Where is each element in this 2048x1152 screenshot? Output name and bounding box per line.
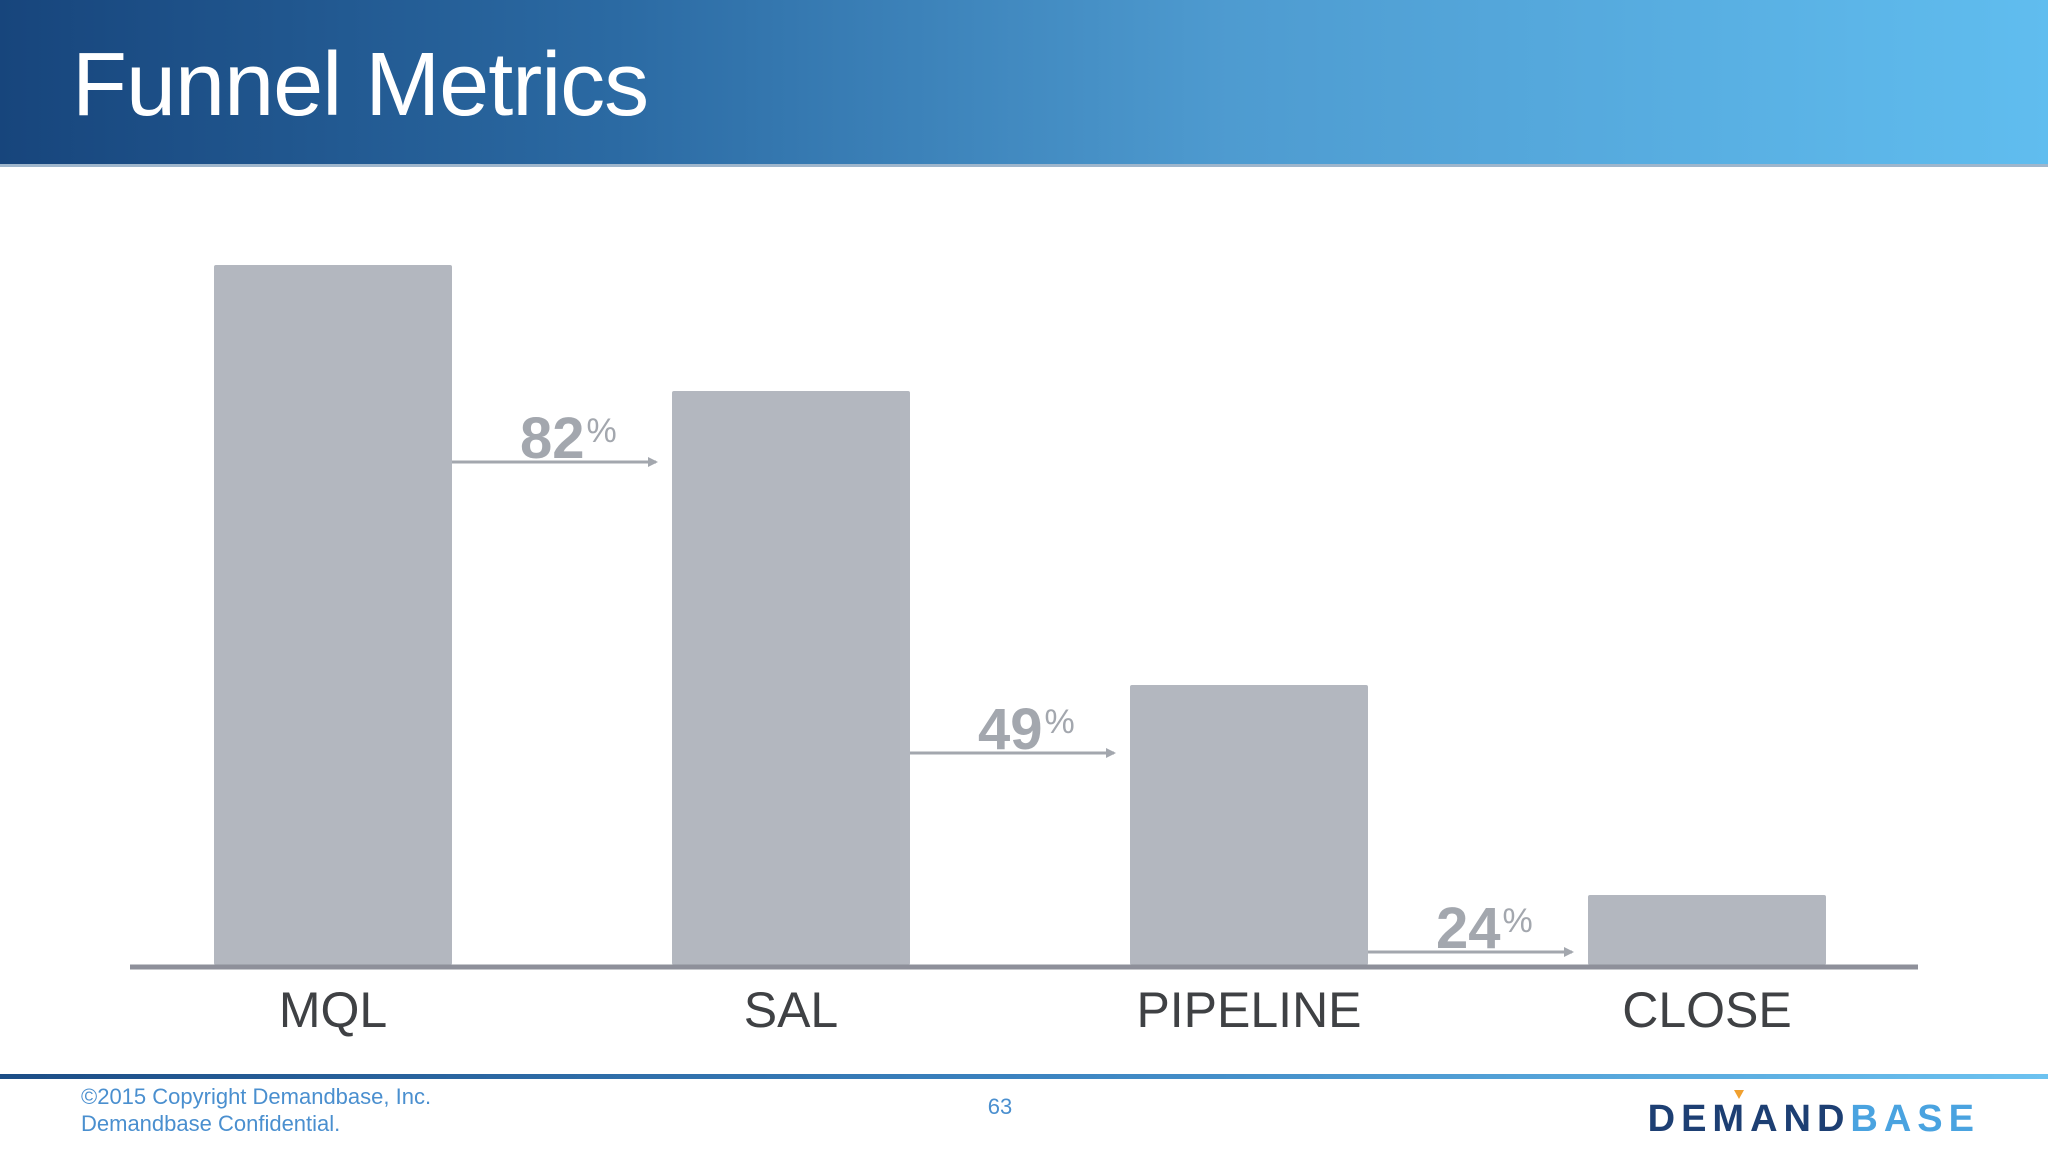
confidential-text: Demandbase Confidential. [81,1111,341,1136]
logo-text-base: BASE [1850,1098,1980,1140]
conversion-rate-label-mql-to-sal: 82% [520,406,617,471]
page-number: 63 [987,1094,1013,1119]
bar-sal [672,391,910,965]
conversion-rate-unit: % [1045,703,1075,741]
conversion-rate-value: 24 [1436,896,1501,961]
bar-close [1588,895,1826,965]
conversion-rate-unit: % [587,412,617,450]
logo-text-demand: DEMAND [1647,1098,1851,1140]
bar-mql [214,265,452,965]
category-label-mql: MQL [279,982,387,1038]
title-banner: Funnel Metrics [0,0,2048,167]
conversion-rate-label-pipeline-to-close: 24% [1436,896,1533,961]
conversion-rate-unit: % [1503,902,1533,940]
conversion-rate-label-sal-to-pipeline: 49% [978,697,1075,762]
slide-title: Funnel Metrics [72,35,649,135]
conversion-rate-value: 49 [978,697,1043,762]
bar-pipeline [1130,685,1368,965]
logo-accent-icon [1733,1090,1744,1099]
copyright-text: ©2015 Copyright Demandbase, Inc. [81,1084,432,1109]
footer-divider [0,1074,2048,1079]
category-label-close: CLOSE [1622,982,1792,1038]
category-label-sal: SAL [744,982,839,1038]
demandbase-logo: DEMANDBASE [1647,1090,1980,1141]
category-label-pipeline: PIPELINE [1136,982,1361,1038]
conversion-rate-value: 82 [520,406,585,471]
